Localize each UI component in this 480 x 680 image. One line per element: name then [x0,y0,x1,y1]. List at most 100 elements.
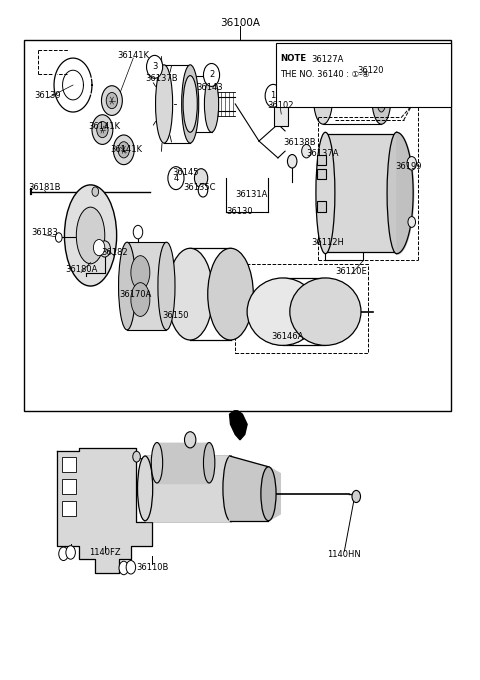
Ellipse shape [204,443,215,483]
Bar [317,169,326,180]
Text: 4: 4 [173,173,179,183]
Circle shape [94,239,105,256]
Text: 36143: 36143 [196,82,222,92]
Polygon shape [145,456,230,521]
Ellipse shape [137,456,153,521]
Ellipse shape [131,256,150,290]
Circle shape [133,452,140,462]
Ellipse shape [119,242,136,330]
Text: NOTE: NOTE [280,54,306,63]
Ellipse shape [316,133,335,254]
Bar [127,242,167,330]
Text: 36110B: 36110B [136,563,168,572]
Ellipse shape [99,241,110,257]
Circle shape [265,84,281,107]
Ellipse shape [181,65,199,143]
Ellipse shape [64,185,117,286]
Text: 3: 3 [152,63,157,71]
Text: 36130: 36130 [227,207,253,216]
Text: 1140FZ: 1140FZ [89,548,120,557]
Circle shape [56,233,62,242]
Circle shape [119,561,129,575]
Ellipse shape [113,135,134,165]
Bar [62,479,76,494]
Bar [235,264,368,354]
Circle shape [126,560,136,574]
Ellipse shape [261,466,276,521]
Text: 36146A: 36146A [271,332,304,341]
Ellipse shape [76,207,105,264]
Ellipse shape [313,73,333,124]
Ellipse shape [223,456,238,521]
Text: 36180A: 36180A [65,265,97,274]
Ellipse shape [372,73,391,124]
Ellipse shape [151,443,163,483]
Ellipse shape [168,248,213,340]
Ellipse shape [183,75,197,133]
Ellipse shape [96,122,108,137]
Circle shape [66,546,75,559]
Polygon shape [229,411,247,440]
Ellipse shape [290,278,361,345]
Circle shape [301,144,311,158]
Ellipse shape [101,86,122,116]
Circle shape [288,154,297,168]
Polygon shape [157,443,209,483]
Circle shape [146,55,163,78]
Circle shape [184,432,196,448]
Text: 36141K: 36141K [117,51,149,60]
Ellipse shape [156,65,173,143]
Ellipse shape [92,115,113,144]
Ellipse shape [158,242,175,330]
Text: 36112H: 36112H [312,238,344,247]
Text: 2: 2 [209,71,214,80]
Text: 36127A: 36127A [312,55,344,64]
Text: 36170A: 36170A [120,290,152,299]
Circle shape [407,156,417,170]
Ellipse shape [247,278,318,345]
Bar [276,44,451,107]
Polygon shape [229,456,280,521]
Circle shape [198,184,208,197]
Circle shape [59,547,68,560]
Text: 36135C: 36135C [183,183,216,192]
Text: 36141K: 36141K [89,122,121,131]
Text: 1140HN: 1140HN [327,550,361,559]
Text: 36120: 36120 [357,66,384,75]
Circle shape [92,187,98,197]
Bar [62,457,76,471]
Text: 36110E: 36110E [336,267,367,275]
Ellipse shape [106,92,118,109]
Ellipse shape [220,273,241,316]
Bar [24,40,451,411]
Circle shape [194,169,208,188]
Text: 36102: 36102 [267,101,294,109]
Circle shape [408,216,416,227]
Text: 36145: 36145 [172,168,199,177]
Text: 36199: 36199 [395,162,421,171]
Text: 36100A: 36100A [220,18,260,28]
Bar [317,155,326,165]
Ellipse shape [387,133,406,254]
Bar [317,201,326,212]
Text: 36183: 36183 [31,228,58,237]
Ellipse shape [377,85,386,112]
Circle shape [326,65,334,75]
Text: 36150: 36150 [163,311,189,320]
Text: 36181B: 36181B [28,183,61,192]
Circle shape [168,167,184,190]
Text: 36141K: 36141K [110,146,142,154]
Circle shape [352,490,360,503]
Ellipse shape [197,173,205,184]
Text: 36137A: 36137A [307,150,339,158]
Text: 36139: 36139 [35,91,61,101]
Bar [274,99,288,126]
Circle shape [133,225,143,239]
Circle shape [204,63,219,86]
Polygon shape [57,448,152,573]
Text: 1: 1 [271,91,276,101]
Text: THE NO. 36140 : ①-④: THE NO. 36140 : ①-④ [280,71,370,80]
Ellipse shape [204,75,219,133]
Text: 36137B: 36137B [145,75,178,84]
Text: 36131A: 36131A [236,190,268,199]
